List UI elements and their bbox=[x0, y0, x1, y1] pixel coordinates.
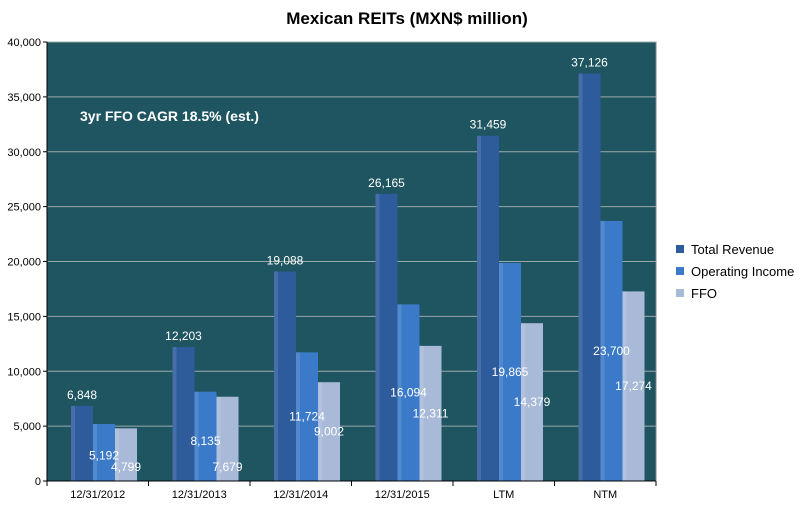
bar bbox=[578, 73, 601, 482]
x-tick-label: 12/31/2012 bbox=[70, 489, 125, 501]
bar-highlight bbox=[216, 396, 221, 481]
bars bbox=[71, 73, 645, 482]
bar bbox=[318, 382, 340, 481]
data-label: 4,799 bbox=[111, 460, 141, 474]
data-label: 31,459 bbox=[470, 118, 507, 132]
data-label: 12,203 bbox=[165, 329, 202, 343]
bar bbox=[274, 271, 296, 481]
data-label: 23,700 bbox=[593, 344, 630, 358]
bar bbox=[622, 291, 645, 481]
data-label: 9,002 bbox=[314, 425, 344, 439]
bar-highlight bbox=[296, 352, 300, 481]
x-tick-label: NTM bbox=[593, 489, 617, 501]
bar-highlight bbox=[93, 424, 97, 481]
data-label: 12,311 bbox=[413, 406, 449, 420]
bar bbox=[419, 345, 442, 481]
data-label: 19,088 bbox=[267, 254, 304, 268]
data-label: 8,135 bbox=[190, 434, 220, 448]
data-label: 5,192 bbox=[89, 448, 119, 462]
y-tick-label: 0 bbox=[35, 476, 41, 488]
y-tick-label: 25,000 bbox=[7, 202, 41, 214]
bar-highlight bbox=[600, 220, 605, 481]
legend-swatch bbox=[676, 245, 684, 253]
bar bbox=[115, 428, 137, 481]
x-tick-label: 12/31/2015 bbox=[375, 489, 430, 501]
bar bbox=[172, 347, 195, 481]
bar bbox=[521, 323, 543, 481]
bar-highlight bbox=[318, 382, 322, 481]
data-label: 7,679 bbox=[212, 460, 242, 474]
bar bbox=[216, 396, 239, 481]
bar-highlight bbox=[115, 428, 119, 481]
data-labels: 6,848 12,203 19,088 26,165 31,459 37,126 5,192… bbox=[67, 56, 652, 474]
bar-highlight bbox=[499, 262, 503, 481]
y-tick-label: 5,000 bbox=[13, 421, 41, 433]
bar-highlight bbox=[622, 291, 627, 481]
bar-highlight bbox=[397, 304, 402, 481]
y-tick-label: 20,000 bbox=[7, 257, 41, 269]
bar bbox=[477, 135, 499, 481]
x-tick-label: 12/31/2013 bbox=[172, 489, 227, 501]
bar-highlight bbox=[375, 193, 380, 482]
bar bbox=[71, 405, 93, 481]
bar-highlight bbox=[274, 271, 278, 481]
bar-highlight bbox=[419, 345, 424, 481]
legend: Total Revenue Operating Income FFO bbox=[676, 242, 794, 301]
legend-swatch bbox=[676, 289, 684, 297]
data-label: 19,865 bbox=[492, 365, 529, 379]
bar-highlight bbox=[71, 405, 75, 481]
y-tick-label: 30,000 bbox=[7, 147, 41, 159]
bar-highlight bbox=[521, 323, 525, 481]
bar-highlight bbox=[578, 73, 583, 482]
gridlines bbox=[47, 41, 656, 427]
data-label: 37,126 bbox=[571, 56, 608, 70]
bar bbox=[296, 352, 318, 481]
legend-label: FFO bbox=[691, 286, 717, 301]
bar bbox=[499, 262, 521, 481]
bar bbox=[397, 304, 420, 481]
bar bbox=[194, 391, 217, 481]
y-tick-label: 40,000 bbox=[7, 37, 41, 49]
data-label: 6,848 bbox=[67, 388, 97, 402]
y-tick-label: 10,000 bbox=[7, 366, 41, 378]
data-label: 14,379 bbox=[514, 395, 551, 409]
cagr-annotation: 3yr FFO CAGR 18.5% (est.) bbox=[80, 108, 259, 124]
bar-highlight bbox=[194, 391, 199, 481]
legend-label: Operating Income bbox=[691, 264, 794, 279]
bar bbox=[93, 424, 115, 481]
x-tick-label: LTM bbox=[493, 489, 514, 501]
data-label: 17,274 bbox=[615, 379, 652, 393]
data-label: 11,724 bbox=[289, 410, 325, 424]
chart-title: Mexican REITs (MXN$ million) bbox=[286, 9, 528, 28]
legend-swatch bbox=[676, 267, 684, 275]
data-label: 16,094 bbox=[390, 386, 427, 400]
y-axis: 0 5,000 10,000 15,000 20,000 25,000 30,000 35,0… bbox=[7, 37, 48, 488]
bar-highlight bbox=[477, 135, 481, 481]
bar bbox=[375, 193, 398, 482]
x-tick-label: 12/31/2014 bbox=[273, 489, 328, 501]
bar-highlight bbox=[172, 347, 177, 481]
y-tick-label: 35,000 bbox=[7, 92, 41, 104]
bar bbox=[600, 220, 623, 481]
data-label: 26,165 bbox=[368, 176, 405, 190]
x-axis: 12/31/2012 12/31/2013 12/31/2014 12/31/2015… bbox=[46, 480, 657, 501]
legend-label: Total Revenue bbox=[691, 242, 774, 257]
y-tick-label: 15,000 bbox=[7, 311, 41, 323]
